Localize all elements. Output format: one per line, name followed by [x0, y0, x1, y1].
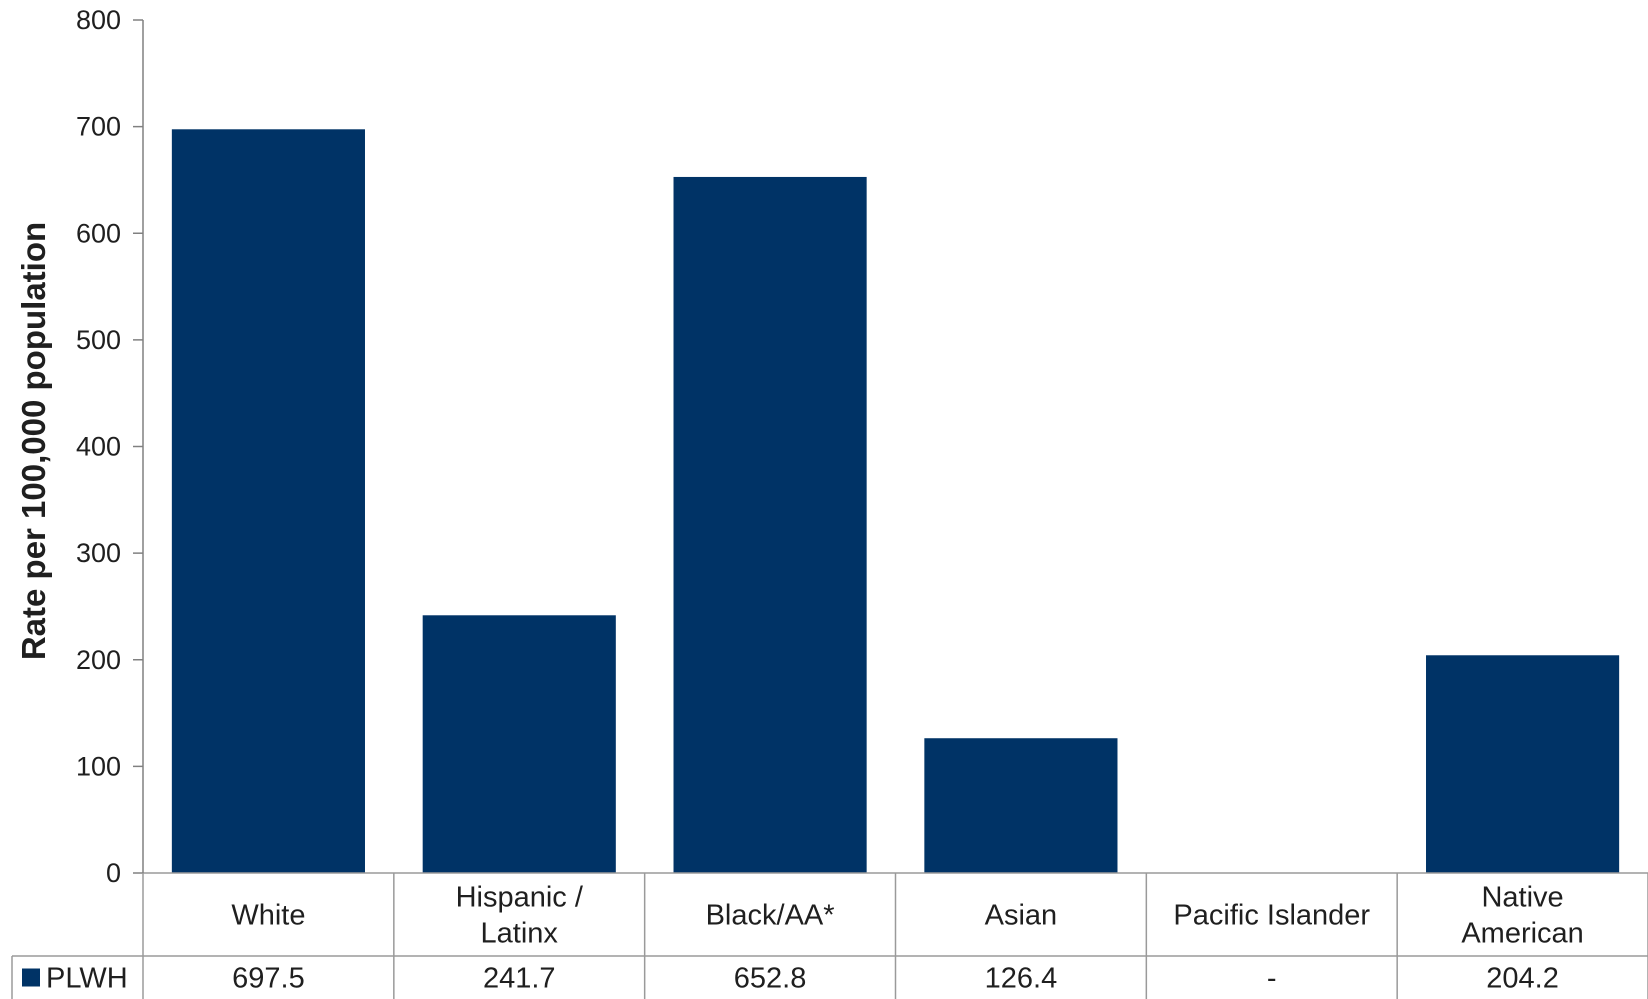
data-label: 241.7	[483, 963, 556, 995]
y-tick-label: 300	[76, 538, 121, 568]
y-axis-ticks: 0 100 200 300 400 500 600 700 800	[76, 5, 143, 888]
bar	[673, 176, 867, 873]
x-tick-label: Pacific Islander	[1173, 900, 1370, 932]
x-tick-label: Black/AA*	[706, 900, 835, 932]
y-tick-label: 600	[76, 218, 121, 248]
data-label: 697.5	[232, 963, 305, 995]
x-tick-label: Native American	[1461, 882, 1584, 950]
data-label: 204.2	[1486, 963, 1559, 995]
data-label: 126.4	[985, 963, 1058, 995]
y-tick-label: 200	[76, 645, 121, 675]
bar	[924, 738, 1118, 873]
y-tick-label: 800	[76, 5, 121, 35]
legend-label: PLWH	[46, 963, 128, 995]
bar	[422, 615, 616, 873]
y-axis-label: Rate per 100,000 population	[15, 222, 52, 660]
legend-swatch	[22, 968, 40, 987]
y-tick-label: 400	[76, 432, 121, 462]
x-tick-label: Hispanic / Latinx	[456, 882, 584, 950]
y-tick-label: 0	[106, 858, 121, 888]
bar	[171, 129, 365, 873]
bar	[1426, 655, 1620, 873]
y-tick-label: 500	[76, 325, 121, 355]
y-tick-label: 100	[76, 751, 121, 781]
data-table: White Hispanic / Latinx Black/AA* Asian Pacif…	[11, 872, 1648, 999]
bars	[171, 129, 1620, 873]
data-label: 652.8	[734, 963, 807, 995]
y-tick-label: 700	[76, 112, 121, 142]
data-label: -	[1267, 963, 1277, 995]
x-tick-label: Asian	[985, 900, 1058, 932]
x-tick-label: White	[231, 900, 305, 932]
